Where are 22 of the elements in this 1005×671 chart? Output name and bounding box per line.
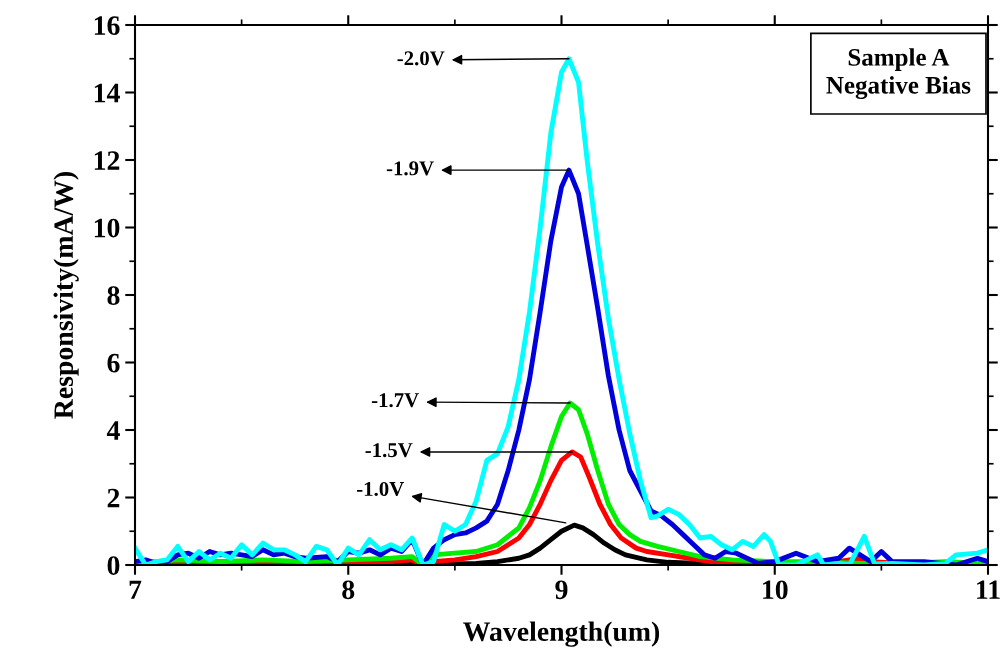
y-tick-label: 8 bbox=[107, 286, 120, 305]
y-tick-label: 2 bbox=[107, 488, 120, 508]
annotation: Sample A Negative Bias bbox=[826, 48, 971, 99]
y-tick-label: 10 bbox=[94, 218, 120, 238]
y-tick-label: 16 bbox=[94, 16, 120, 35]
x-tick-label: 9 bbox=[555, 580, 568, 600]
x-tick-label: 11 bbox=[977, 580, 1000, 599]
y-tick-label: 12 bbox=[94, 151, 120, 170]
annotation: -1.9V bbox=[386, 161, 434, 176]
x-tick-label: 7 bbox=[129, 580, 142, 599]
y-tick-label: 6 bbox=[107, 353, 120, 373]
annotation: -1.0V bbox=[356, 481, 405, 497]
y-tick-label: 4 bbox=[106, 421, 120, 440]
annotation: -2.0V bbox=[397, 51, 445, 66]
annotation: -1.7V bbox=[371, 393, 419, 408]
x-tick-label: 8 bbox=[342, 580, 355, 600]
x-axis-title: Wavelength(um) bbox=[463, 621, 660, 647]
annotation: -1.5V bbox=[365, 443, 413, 458]
y-tick-label: 14 bbox=[94, 83, 120, 103]
x-tick-label: 10 bbox=[763, 580, 788, 600]
y-axis-title: Responsivity(mA/W) bbox=[53, 171, 79, 419]
y-tick-label: 0 bbox=[107, 556, 120, 575]
